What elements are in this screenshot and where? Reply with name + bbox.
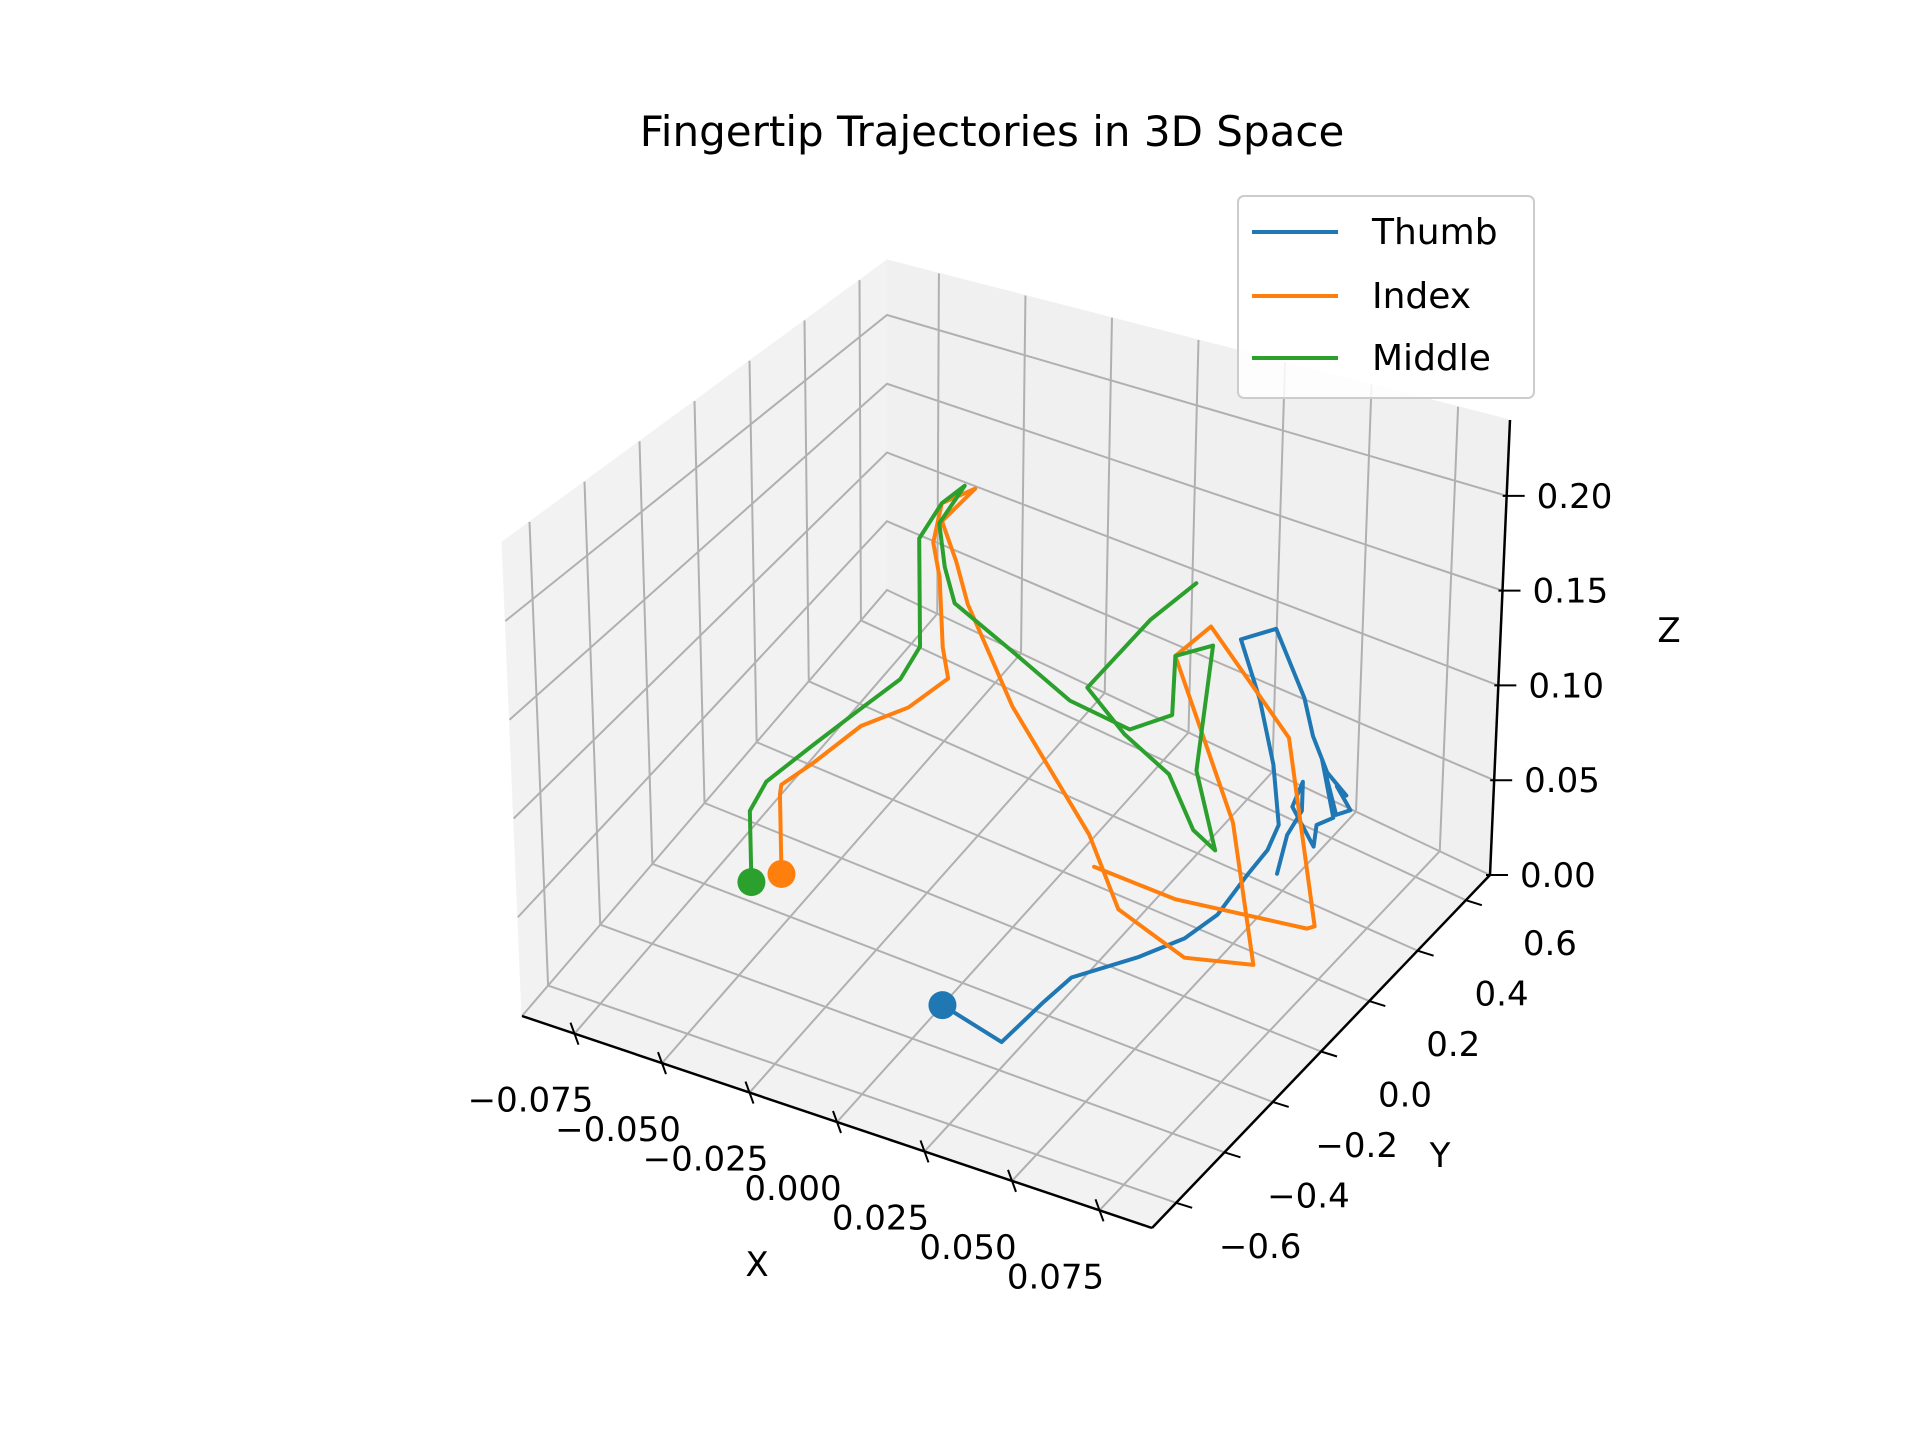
start-marker-thumb xyxy=(928,991,957,1020)
x-tick-label-2: −0.025 xyxy=(643,1140,769,1180)
y-tick-0 xyxy=(1175,1201,1193,1209)
z-grid-line-2 xyxy=(512,451,1499,820)
x-tick-label-0: −0.075 xyxy=(468,1081,594,1121)
z-grid-line-3 xyxy=(508,382,1503,721)
x-tick-5 xyxy=(1007,1169,1017,1193)
x-tick-6 xyxy=(1094,1198,1105,1222)
z-tick-label-0: 0.00 xyxy=(1520,856,1596,896)
series-line-middle xyxy=(747,483,1218,885)
z-grid-line-0 xyxy=(521,588,1491,1017)
y-tick-4 xyxy=(1368,1000,1386,1008)
y-axis-label: Y xyxy=(1429,1136,1451,1176)
series-lines xyxy=(737,483,1353,1045)
x-tick-label-3: 0.000 xyxy=(744,1169,841,1209)
z-axis-label: Z xyxy=(1657,611,1680,651)
series-line-index xyxy=(777,486,1317,967)
x-axis-label: X xyxy=(745,1245,768,1285)
tick-marks xyxy=(569,494,1525,1222)
series-line-thumb xyxy=(940,626,1353,1045)
x-tick-4 xyxy=(919,1140,930,1163)
y-tick-label-5: 0.4 xyxy=(1475,975,1529,1015)
x-tick-1 xyxy=(657,1051,667,1075)
start-marker-middle xyxy=(737,868,766,897)
z-tick-label-2: 0.10 xyxy=(1528,666,1604,706)
y-tick-6 xyxy=(1465,899,1483,907)
x-tick-label-6: 0.075 xyxy=(1007,1257,1104,1297)
y-tick-label-0: −0.6 xyxy=(1219,1227,1302,1267)
x-tick-0 xyxy=(569,1022,580,1046)
legend-label-thumb: Thumb xyxy=(1371,212,1498,253)
x-tick-label-5: 0.050 xyxy=(919,1228,1016,1268)
x-tick-2 xyxy=(744,1081,755,1104)
chart-title: Fingertip Trajectories in 3D Space xyxy=(640,107,1345,156)
z-tick-label-1: 0.05 xyxy=(1524,761,1600,801)
z-tick-label-3: 0.15 xyxy=(1533,572,1609,612)
z-tick-label-4: 0.20 xyxy=(1537,477,1613,517)
legend-label-middle: Middle xyxy=(1372,338,1491,379)
y-tick-3 xyxy=(1320,1050,1338,1058)
y-tick-label-6: 0.6 xyxy=(1523,924,1577,964)
z-grid-line-1 xyxy=(517,520,1495,918)
y-tick-label-2: −0.2 xyxy=(1315,1126,1398,1166)
y-tick-1 xyxy=(1224,1151,1241,1159)
y-tick-label-1: −0.4 xyxy=(1267,1176,1350,1216)
legend-label-index: Index xyxy=(1372,276,1471,317)
legend-box xyxy=(1237,195,1535,399)
y-tick-label-4: 0.2 xyxy=(1426,1025,1480,1065)
x-tick-label-1: −0.050 xyxy=(555,1110,681,1150)
y-tick-2 xyxy=(1272,1100,1290,1108)
legend: Thumb Index Middle xyxy=(1237,195,1535,399)
y-tick-5 xyxy=(1417,949,1434,957)
z-grid-line-4 xyxy=(504,313,1507,622)
x-tick-label-4: 0.025 xyxy=(832,1198,929,1238)
y-tick-label-3: 0.0 xyxy=(1378,1076,1432,1116)
start-marker-index xyxy=(767,859,796,888)
x-tick-3 xyxy=(832,1110,842,1134)
